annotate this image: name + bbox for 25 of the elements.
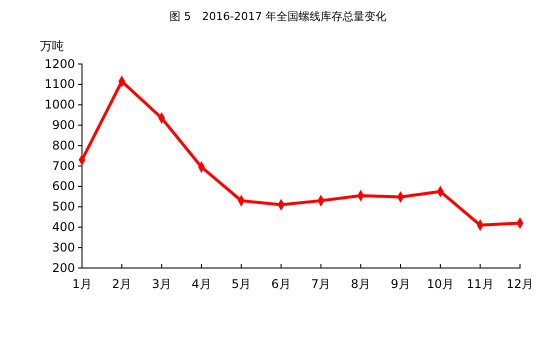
x-tick-label: 7月 — [311, 276, 331, 291]
y-tick-label: 1000 — [44, 98, 75, 112]
x-tick-label: 5月 — [231, 276, 252, 291]
y-tick-label: 400 — [52, 220, 75, 234]
y-tick-label: 900 — [52, 118, 75, 132]
x-tick-label: 8月 — [350, 276, 371, 291]
x-tick-label: 4月 — [192, 276, 212, 291]
x-tick-label: 2月 — [112, 276, 132, 291]
x-tick-label: 10月 — [426, 276, 454, 291]
x-tick-label: 11月 — [466, 276, 494, 291]
x-tick-label: 9月 — [390, 276, 410, 291]
y-tick-label: 700 — [52, 158, 75, 173]
y-tick-label: 200 — [52, 260, 75, 275]
y-tick-label: 1200 — [44, 56, 75, 71]
chart-title: 图 5 2016-2017 年全国螺线库存总量变化 — [170, 10, 386, 23]
y-tick-label: 500 — [52, 200, 75, 214]
x-tick-label: 6月 — [271, 276, 291, 291]
x-tick-label: 1月 — [72, 276, 92, 291]
x-tick-label: 3月 — [152, 276, 172, 291]
y-tick-label: 800 — [52, 138, 75, 152]
x-tick-label: 12月 — [506, 276, 534, 291]
y-tick-label: 1100 — [44, 77, 75, 92]
y-tick-label: 300 — [52, 240, 75, 254]
y-axis-title: 万吨 — [40, 39, 64, 53]
y-tick-label: 600 — [52, 179, 75, 194]
